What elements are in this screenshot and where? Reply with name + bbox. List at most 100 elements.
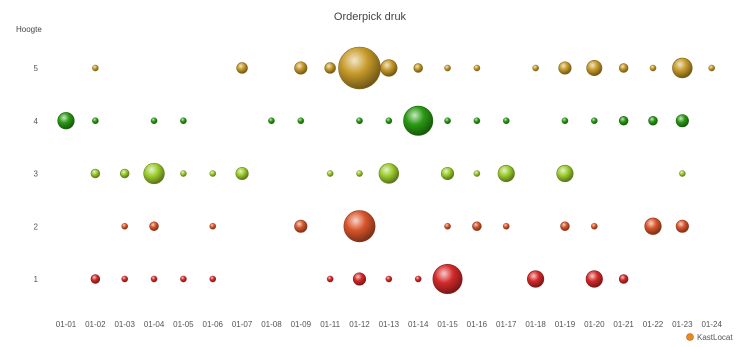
bubble-level-5[interactable] (380, 59, 398, 77)
bubble-level-4[interactable] (297, 117, 305, 125)
bubble-level-5[interactable] (649, 64, 657, 72)
legend-label: KastLocat (697, 333, 733, 342)
bubble-level-1[interactable] (209, 275, 217, 283)
bubble-level-5[interactable] (92, 64, 99, 72)
bubble-level-1[interactable] (150, 275, 158, 283)
bubble-level-2[interactable] (472, 221, 482, 231)
bubble-level-2[interactable] (121, 222, 128, 230)
x-tick-label: 01-14 (408, 320, 429, 329)
bubble-level-5[interactable] (338, 46, 381, 90)
y-tick-label: 2 (34, 222, 39, 231)
bubble-level-4[interactable] (675, 114, 689, 128)
bubble-level-5[interactable] (294, 61, 308, 75)
x-tick-label: 01-04 (144, 320, 165, 329)
bubble-level-1[interactable] (585, 270, 603, 288)
bubble-level-5[interactable] (672, 57, 693, 79)
bubble-level-3[interactable] (180, 170, 187, 177)
bubble-level-4[interactable] (591, 117, 598, 125)
bubble-level-1[interactable] (121, 275, 128, 283)
x-tick-label: 01-21 (613, 320, 634, 329)
x-tick-label: 01-07 (232, 320, 253, 329)
bubble-level-4[interactable] (618, 116, 629, 126)
bubble-level-2[interactable] (294, 219, 308, 233)
x-tick-label: 01-01 (56, 320, 77, 329)
bubble-level-3[interactable] (356, 170, 363, 177)
bubble-level-4[interactable] (57, 112, 75, 130)
bubble-level-1[interactable] (618, 274, 629, 284)
x-tick-label: 01-02 (85, 320, 106, 329)
bubble-level-3[interactable] (497, 164, 515, 183)
bubble-level-3[interactable] (143, 162, 165, 185)
legend-icon (686, 333, 694, 341)
bubble-level-4[interactable] (444, 117, 451, 125)
bubble-level-2[interactable] (644, 217, 662, 235)
bubble-level-5[interactable] (558, 61, 572, 75)
bubble-level-3[interactable] (209, 170, 217, 177)
x-tick-label: 01-22 (643, 320, 664, 329)
bubble-level-1[interactable] (414, 275, 422, 283)
bubble-level-5[interactable] (324, 62, 336, 74)
bubble-level-1[interactable] (180, 275, 187, 283)
x-tick-label: 01-09 (291, 320, 312, 329)
bubble-level-3[interactable] (556, 164, 574, 183)
bubble-level-4[interactable] (356, 117, 363, 125)
bubble-level-4[interactable] (385, 117, 393, 125)
bubble-level-3[interactable] (440, 166, 455, 181)
bubble-level-4[interactable] (92, 117, 99, 125)
bubble-level-1[interactable] (432, 264, 463, 294)
bubble-level-4[interactable] (150, 117, 158, 125)
bubble-level-2[interactable] (149, 221, 159, 231)
bubble-level-5[interactable] (586, 60, 603, 76)
bubble-level-4[interactable] (180, 117, 187, 125)
bubble-level-5[interactable] (618, 63, 629, 73)
x-tick-label: 01-08 (261, 320, 282, 329)
bubble-level-4[interactable] (473, 117, 481, 125)
x-tick-label: 01-18 (525, 320, 546, 329)
bubbles (57, 46, 715, 294)
x-tick-label: 01-13 (379, 320, 400, 329)
bubble-level-3[interactable] (473, 170, 481, 177)
bubble-level-1[interactable] (326, 275, 334, 283)
bubble-level-5[interactable] (708, 64, 715, 72)
x-tick-label: 01-24 (701, 320, 722, 329)
bubble-level-2[interactable] (502, 222, 510, 230)
bubble-level-1[interactable] (90, 274, 101, 284)
bubble-level-3[interactable] (679, 170, 686, 177)
x-tick-label: 01-06 (203, 320, 224, 329)
bubble-level-1[interactable] (352, 272, 367, 286)
x-tick-label: 01-19 (555, 320, 576, 329)
y-tick-label: 3 (34, 170, 39, 179)
x-tick-label: 01-16 (467, 320, 488, 329)
bubble-level-2[interactable] (591, 222, 598, 230)
bubble-level-1[interactable] (385, 275, 393, 283)
bubble-level-4[interactable] (648, 116, 658, 126)
bubble-level-3[interactable] (119, 168, 130, 179)
bubble-level-1[interactable] (527, 270, 545, 288)
bubble-level-5[interactable] (444, 64, 451, 72)
bubble-level-2[interactable] (209, 222, 217, 230)
bubble-level-5[interactable] (413, 63, 423, 73)
bubble-level-4[interactable] (403, 105, 434, 136)
bubble-level-2[interactable] (444, 222, 451, 230)
bubble-level-5[interactable] (236, 62, 248, 74)
bubble-level-2[interactable] (560, 221, 570, 231)
bubble-level-5[interactable] (532, 64, 539, 72)
bubble-level-5[interactable] (473, 64, 481, 72)
bubble-level-2[interactable] (343, 210, 376, 243)
x-tick-label: 01-15 (437, 320, 458, 329)
x-tick-label: 01-03 (114, 320, 135, 329)
y-axis-title: Hoogte (16, 25, 42, 34)
bubble-level-4[interactable] (268, 117, 275, 125)
bubble-level-2[interactable] (675, 219, 689, 233)
x-tick-label: 01-11 (320, 320, 340, 329)
bubble-level-3[interactable] (235, 166, 249, 181)
y-axis-ticks: 1 2 3 4 5 (34, 64, 39, 284)
bubble-level-4[interactable] (502, 117, 510, 125)
bubble-level-3[interactable] (90, 168, 101, 179)
bubble-level-3[interactable] (326, 170, 334, 177)
x-tick-label: 01-05 (173, 320, 194, 329)
x-tick-label: 01-12 (349, 320, 370, 329)
bubble-level-4[interactable] (561, 117, 569, 125)
bubble-level-3[interactable] (378, 163, 400, 184)
